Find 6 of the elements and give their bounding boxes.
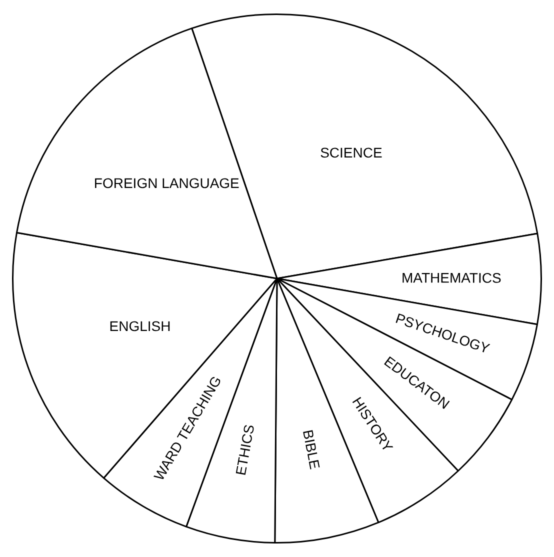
slice-label: ETHICS xyxy=(232,423,258,477)
slice-label: SCIENCE xyxy=(320,144,382,160)
slice-label: FOREIGN LANGUAGE xyxy=(94,174,240,191)
slice-label: MATHEMATICS xyxy=(401,270,502,286)
slice-label: BIBLE xyxy=(300,428,324,470)
slice-label: ENGLISH xyxy=(109,318,171,334)
